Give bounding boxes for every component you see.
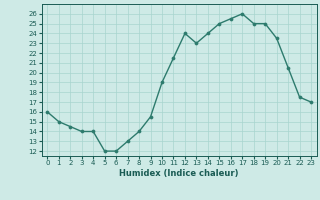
X-axis label: Humidex (Indice chaleur): Humidex (Indice chaleur) <box>119 169 239 178</box>
